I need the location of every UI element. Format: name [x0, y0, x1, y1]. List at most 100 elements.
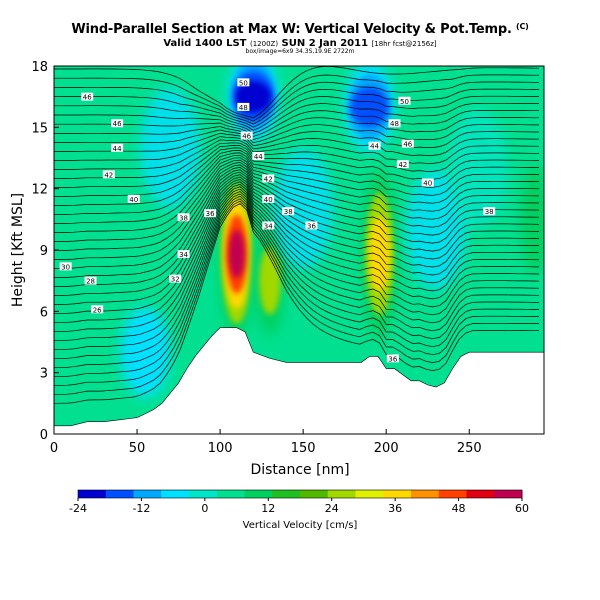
contour-label-text: 48 [390, 120, 399, 128]
colorbar: -24 -12 0 12 24 36 48 60 [69, 489, 529, 515]
contour-label-text: 30 [61, 263, 70, 271]
x-axis-label: Distance [nm] [250, 462, 349, 478]
isentrope-31 [54, 110, 539, 137]
contour-label-bg [102, 170, 115, 179]
terrain-mask [54, 327, 544, 434]
isentrope-36 [54, 74, 539, 122]
isentrope-2 [54, 198, 540, 386]
colorbar-swatch [272, 490, 301, 498]
contour-label-text: 46 [403, 141, 412, 149]
contour-label-text: 40 [129, 196, 138, 204]
contour-label-bg [388, 119, 401, 128]
contour-label-bg [421, 178, 434, 187]
weak-downdraft-band-3 [447, 108, 508, 229]
isentrope-30 [54, 117, 539, 140]
contour-label-3: 42 [102, 170, 115, 179]
isentrope-7 [54, 186, 540, 341]
contour-label-4: 40 [127, 194, 140, 204]
contour-label-8: 32 [169, 274, 182, 284]
contour-label-text: 40 [423, 180, 432, 188]
colorbar-swatch [133, 490, 162, 498]
contour-label-bg [262, 221, 275, 230]
isentrope-12 [54, 174, 540, 296]
contour-label-18: 38 [282, 207, 295, 216]
contour-label-text: 34 [264, 222, 273, 230]
updraft-core-1-level-2 [369, 216, 390, 292]
colorbar-swatch [300, 490, 329, 498]
colorbar-swatch [189, 490, 218, 498]
contour-label-text: 50 [239, 79, 248, 87]
contour-label-bg [111, 143, 124, 152]
contour-label-27: 38 [483, 207, 496, 216]
x-tick-label: 150 [291, 441, 316, 456]
x-tick-label: 0 [50, 441, 58, 456]
x-tick-label: 100 [208, 441, 233, 456]
contour-label-2: 44 [111, 143, 124, 153]
contour-label-6: 36 [204, 209, 217, 218]
location-line: box/image=6x9 34.3S,19.9E 2722m [245, 48, 355, 55]
contour-label-bg [91, 305, 104, 314]
contour-label-20: 36 [305, 221, 318, 230]
contour-label-text: 46 [113, 120, 122, 128]
colorbar-tick-label: 60 [515, 502, 529, 515]
colorbar-swatch [161, 490, 190, 498]
contour-label-bg [237, 78, 250, 87]
x-tick-label: 50 [129, 441, 146, 456]
contour-label-10: 28 [84, 276, 97, 286]
velocity-field [120, 66, 544, 398]
contour-label-24: 44 [368, 141, 381, 151]
contour-label-1: 46 [111, 119, 124, 128]
isentrope-0 [54, 203, 539, 404]
contour-label-9: 30 [59, 262, 72, 271]
colorbar-tick-label: 48 [452, 502, 466, 515]
contour-label-bg [282, 207, 295, 216]
contour-label-bg [237, 102, 250, 111]
isentrope-4 [54, 193, 540, 368]
contour-label-19: 34 [262, 221, 275, 230]
colorbar-tick-label: -24 [69, 502, 87, 515]
x-tick-label: 200 [374, 441, 399, 456]
colorbar-swatch [438, 490, 467, 498]
colorbar-tick-label: 0 [201, 502, 208, 515]
isentrope-14 [54, 169, 540, 278]
colorbar-swatch [105, 490, 134, 498]
contour-label-text: 48 [239, 104, 248, 112]
contour-label-text: 42 [264, 175, 273, 183]
contour-label-25: 42 [396, 160, 409, 169]
colorbar-tick-label: 12 [261, 502, 275, 515]
y-tick-label: 9 [40, 244, 48, 259]
colorbar-swatch [411, 490, 440, 498]
contour-label-11: 26 [91, 305, 104, 314]
isentrope-24 [54, 145, 540, 188]
contour-label-bg [81, 92, 94, 101]
contour-label-0: 46 [81, 92, 94, 102]
downdraft-core-5-level-2 [350, 86, 389, 127]
contour-label-26: 40 [421, 178, 434, 188]
contour-label-28: 36 [386, 354, 399, 363]
x-axis: 0 50 100 150 200 250 [50, 429, 482, 456]
contour-label-7: 34 [177, 250, 190, 259]
isentrope-18 [54, 159, 540, 242]
isentrope-3 [54, 195, 540, 377]
isentrope-35 [54, 81, 539, 125]
weak-downdraft-band-0 [273, 149, 334, 270]
contour-label-bg [177, 213, 190, 222]
colorbar-swatch [216, 490, 245, 498]
contour-label-16: 42 [262, 174, 275, 183]
colorbar-swatch [327, 490, 356, 498]
contour-label-text: 36 [388, 355, 397, 363]
contour-labels: 46 46 44 42 40 38 36 34 32 30 28 26 50 48 46 44 42 40 38 34… [59, 78, 496, 363]
y-tick-label: 18 [31, 60, 48, 75]
isentrope-9 [54, 181, 540, 323]
contour-label-bg [368, 141, 381, 150]
y-tick-label: 3 [40, 367, 48, 382]
contour-label-text: 38 [485, 208, 494, 216]
contour-label-12: 50 [237, 78, 250, 87]
contour-label-14: 46 [240, 131, 253, 141]
contour-label-15: 44 [252, 151, 265, 161]
isentrope-11 [54, 176, 540, 305]
isentrope-25 [54, 142, 539, 179]
contour-label-text: 44 [254, 153, 263, 161]
x-tick-label: 250 [457, 441, 482, 456]
y-axis: 0 3 6 9 12 15 18 [31, 60, 59, 443]
